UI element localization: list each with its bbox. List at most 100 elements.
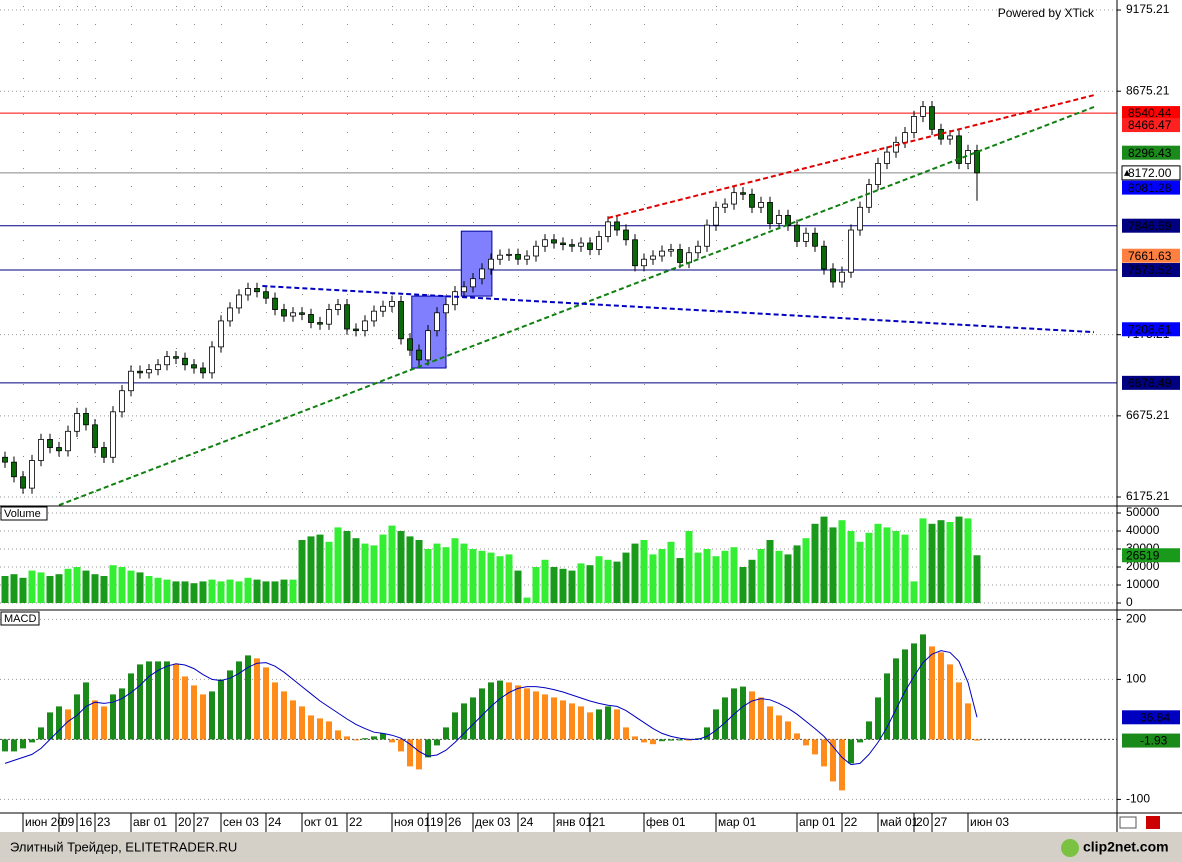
- grid-dot: [95, 474, 96, 475]
- grid-dot: [446, 114, 447, 115]
- grid-dot: [266, 168, 267, 169]
- grid-dot: [932, 276, 933, 277]
- grid-dot: [95, 60, 96, 61]
- level-label-box: [1122, 263, 1180, 278]
- volume-bar: [307, 536, 315, 603]
- grid-dot: [77, 60, 78, 61]
- candle-body: [587, 242, 593, 250]
- last-value-box: [1122, 710, 1180, 725]
- volume-bar: [262, 581, 270, 603]
- toolbar-button[interactable]: [1146, 816, 1160, 829]
- grid-dot: [644, 492, 645, 493]
- grid-dot: [194, 132, 195, 133]
- y-tick-label: 6175.21: [1126, 489, 1170, 503]
- grid-dot: [59, 186, 60, 187]
- volume-bar: [820, 516, 828, 603]
- grid-dot: [842, 366, 843, 367]
- grid-dot: [23, 150, 24, 151]
- grid-dot: [131, 258, 132, 259]
- grid-dot: [347, 150, 348, 151]
- grid-dot: [95, 186, 96, 187]
- x-tick-label: 23: [97, 815, 111, 829]
- grid-dot: [842, 78, 843, 79]
- grid-dot: [842, 222, 843, 223]
- grid-dot: [302, 6, 303, 7]
- grid-dot: [446, 24, 447, 25]
- volume-bar: [478, 550, 486, 603]
- grid-dot: [302, 402, 303, 403]
- grid-dot: [59, 6, 60, 7]
- grid-dot: [428, 60, 429, 61]
- volume-bar: [73, 567, 81, 603]
- grid-dot: [347, 96, 348, 97]
- grid-dot: [302, 78, 303, 79]
- grid-dot: [473, 492, 474, 493]
- y-tick-label: 0: [1126, 595, 1133, 609]
- grid-dot: [644, 348, 645, 349]
- toolbar-button[interactable]: [1119, 816, 1137, 829]
- grid-dot: [716, 276, 717, 277]
- grid-dot: [473, 348, 474, 349]
- volume-bar: [172, 581, 180, 603]
- grid-dot: [392, 42, 393, 43]
- panel-title-box: [0, 611, 40, 626]
- macd-bar: [605, 706, 611, 740]
- grid-dot: [95, 312, 96, 313]
- grid-dot: [878, 132, 879, 133]
- macd-bar: [920, 634, 926, 740]
- candle-body: [560, 242, 566, 246]
- grid-dot: [716, 132, 717, 133]
- macd-bar: [794, 733, 800, 740]
- candle-body: [380, 305, 386, 312]
- grid-dot: [842, 204, 843, 205]
- volume-bar: [568, 570, 576, 603]
- candle-body: [2, 456, 8, 463]
- grid-dot: [77, 456, 78, 457]
- grid-dot: [302, 438, 303, 439]
- volume-bar: [217, 581, 225, 603]
- grid-dot: [878, 348, 879, 349]
- grid-dot: [221, 186, 222, 187]
- grid-dot: [716, 24, 717, 25]
- grid-dot: [302, 114, 303, 115]
- grid-dot: [446, 474, 447, 475]
- volume-bar: [802, 538, 810, 603]
- grid-dot: [932, 258, 933, 259]
- grid-dot: [878, 204, 879, 205]
- candle-body: [902, 132, 908, 143]
- candle-body: [479, 268, 485, 280]
- grid-dot: [518, 366, 519, 367]
- grid-dot: [131, 150, 132, 151]
- grid-dot: [797, 438, 798, 439]
- macd-bar: [254, 658, 260, 740]
- macd-bar: [398, 739, 404, 752]
- grid-dot: [644, 240, 645, 241]
- grid-dot: [797, 132, 798, 133]
- grid-dot: [914, 402, 915, 403]
- level-label: 8081.28: [1128, 181, 1172, 195]
- grid-dot: [392, 474, 393, 475]
- volume-bar: [604, 559, 612, 603]
- x-tick-label: сен 03: [223, 815, 259, 829]
- grid-dot: [716, 258, 717, 259]
- grid-dot: [176, 384, 177, 385]
- grid-dot: [932, 438, 933, 439]
- grid-dot: [347, 366, 348, 367]
- candle-body: [218, 320, 224, 348]
- macd-bar: [218, 679, 224, 740]
- volume-bar: [811, 523, 819, 603]
- grid-dot: [590, 24, 591, 25]
- grid-dot: [266, 492, 267, 493]
- grid-dot: [797, 258, 798, 259]
- macd-bar: [650, 739, 656, 745]
- grid-dot: [797, 348, 798, 349]
- grid-dot: [797, 114, 798, 115]
- grid-dot: [23, 402, 24, 403]
- grid-dot: [77, 312, 78, 313]
- candle-body: [326, 309, 332, 325]
- macd-bar: [83, 682, 89, 740]
- candle-body: [254, 288, 260, 293]
- grid-dot: [221, 6, 222, 7]
- level-label: 8172.00: [1128, 166, 1172, 180]
- macd-bar: [353, 739, 359, 741]
